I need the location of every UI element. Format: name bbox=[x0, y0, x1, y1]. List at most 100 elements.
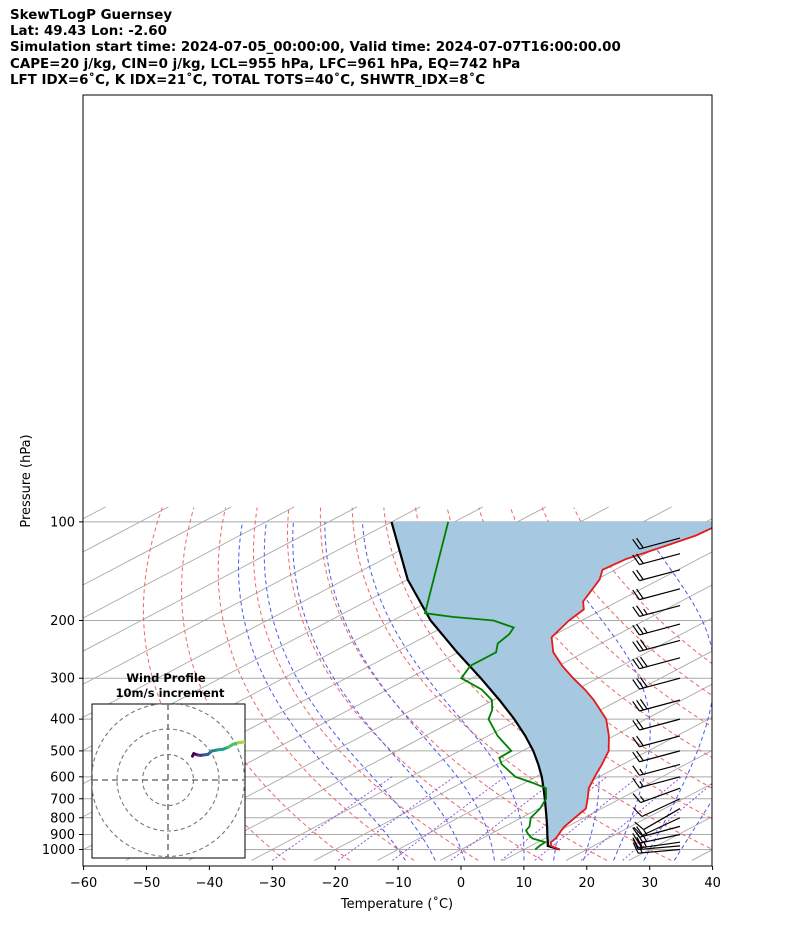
wind-barb bbox=[632, 623, 681, 636]
barb-flag bbox=[632, 777, 640, 789]
barb-flag bbox=[636, 826, 644, 837]
wind-barb bbox=[632, 776, 681, 789]
x-tick-label: −50 bbox=[133, 876, 160, 891]
cape-shading bbox=[391, 521, 712, 850]
barb-shaft bbox=[639, 657, 681, 670]
station-coordinates: Lat: 49.43 Lon: -2.60 bbox=[10, 24, 167, 40]
wind-barb bbox=[633, 798, 681, 818]
isotherm-line bbox=[565, 783, 712, 861]
barb-flag bbox=[633, 826, 643, 836]
barb-shaft bbox=[639, 677, 681, 690]
stability-indices-2: LFT IDX=6˚C, K IDX=21˚C, TOTAL TOTS=40˚C… bbox=[10, 72, 486, 88]
y-tick-label: 700 bbox=[50, 792, 75, 807]
barb-shaft bbox=[639, 553, 681, 566]
moist-adiabat-line bbox=[238, 521, 406, 861]
dry-adiabat-line bbox=[383, 507, 712, 850]
stability-indices-1: CAPE=20 j/kg, CIN=0 j/kg, LCL=955 hPa, L… bbox=[10, 56, 521, 72]
isotherm-line bbox=[377, 683, 712, 861]
barb-flag bbox=[636, 569, 644, 580]
barb-flag bbox=[636, 678, 644, 689]
simulation-times: Simulation start time: 2024-07-05_00:00:… bbox=[10, 40, 621, 56]
sounding-profiles bbox=[390, 521, 712, 851]
barb-flag bbox=[636, 750, 644, 762]
wind-barb bbox=[632, 699, 681, 712]
isotherm-line bbox=[83, 506, 232, 586]
isotherm-line bbox=[691, 849, 712, 861]
moist-adiabat-line bbox=[638, 521, 712, 861]
x-tick-label: 40 bbox=[704, 876, 721, 891]
barb-flag bbox=[632, 606, 640, 617]
barb-flag bbox=[639, 699, 648, 710]
barb-flag bbox=[632, 570, 640, 581]
barb-shaft bbox=[639, 604, 681, 617]
barb-flag bbox=[632, 751, 640, 763]
barb-flag bbox=[636, 623, 644, 635]
wind-barb bbox=[632, 604, 681, 617]
barb-shaft bbox=[641, 798, 681, 818]
x-tick-label: 0 bbox=[457, 876, 465, 891]
mixing-ratio-line bbox=[580, 776, 682, 861]
barb-flag bbox=[632, 624, 640, 636]
barb-half-flag bbox=[643, 627, 648, 634]
barb-half-flag bbox=[639, 781, 644, 787]
station-title: SkewTLogP Guernsey bbox=[10, 8, 173, 23]
isotherm-line bbox=[755, 507, 794, 861]
y-tick-label: 300 bbox=[50, 672, 75, 687]
barb-flag bbox=[636, 719, 644, 730]
dry-adiabat-line bbox=[217, 507, 415, 861]
barb-flag bbox=[632, 736, 640, 748]
wind-barb bbox=[634, 808, 681, 831]
barb-shaft bbox=[639, 735, 681, 748]
y-tick-label: 200 bbox=[50, 614, 75, 629]
wind-barb bbox=[633, 817, 681, 837]
hodograph-segment bbox=[244, 741, 245, 744]
mixing-ratio-line bbox=[450, 776, 561, 861]
y-tick-label: 600 bbox=[50, 770, 75, 785]
barb-shaft bbox=[639, 623, 681, 636]
barb-shaft bbox=[639, 569, 681, 582]
barb-flag bbox=[632, 793, 641, 803]
wind-barb bbox=[632, 763, 681, 776]
isotherm-line bbox=[251, 617, 712, 861]
inset-subtitle: 10m/s increment bbox=[116, 686, 225, 700]
plot-frame bbox=[82, 94, 713, 867]
barb-shaft bbox=[639, 825, 681, 838]
wind-barb bbox=[632, 836, 681, 849]
isotherm-line bbox=[628, 816, 712, 861]
barb-flag bbox=[632, 720, 640, 731]
mixing-ratio-line bbox=[622, 783, 712, 861]
barb-shaft bbox=[639, 699, 681, 712]
dry-adiabat-line bbox=[253, 507, 479, 861]
barb-flag bbox=[636, 553, 644, 564]
barb-flag bbox=[636, 735, 644, 747]
chart-header: SkewTLogP Guernsey Lat: 49.43 Lon: -2.60… bbox=[10, 8, 621, 89]
barb-shaft bbox=[639, 639, 681, 652]
barb-flag bbox=[636, 657, 644, 669]
barb-shaft bbox=[640, 787, 681, 804]
barb-shaft bbox=[639, 588, 681, 601]
barb-shaft bbox=[638, 833, 681, 844]
wind-barb bbox=[632, 553, 681, 566]
barb-flag bbox=[632, 765, 640, 776]
barb-flag bbox=[632, 837, 639, 849]
inset-title: Wind Profile bbox=[126, 671, 206, 685]
barb-flag bbox=[636, 588, 644, 599]
x-tick-label: −20 bbox=[321, 876, 348, 891]
wind-barb bbox=[632, 537, 681, 550]
isotherm-line bbox=[83, 506, 484, 718]
x-tick-label: 10 bbox=[516, 876, 533, 891]
isotherm-line bbox=[502, 749, 712, 861]
wind-barb bbox=[632, 750, 681, 763]
barb-flag bbox=[633, 807, 643, 817]
barb-flag bbox=[632, 679, 640, 690]
barb-flag bbox=[632, 842, 639, 854]
barb-flag bbox=[639, 639, 648, 650]
moist-adiabat-line bbox=[673, 799, 712, 861]
y-tick-label: 800 bbox=[50, 811, 75, 826]
x-tick-label: 20 bbox=[579, 876, 596, 891]
y-tick-label: 500 bbox=[50, 744, 75, 759]
barb-shaft bbox=[639, 537, 681, 550]
barb-half-flag bbox=[639, 795, 645, 802]
